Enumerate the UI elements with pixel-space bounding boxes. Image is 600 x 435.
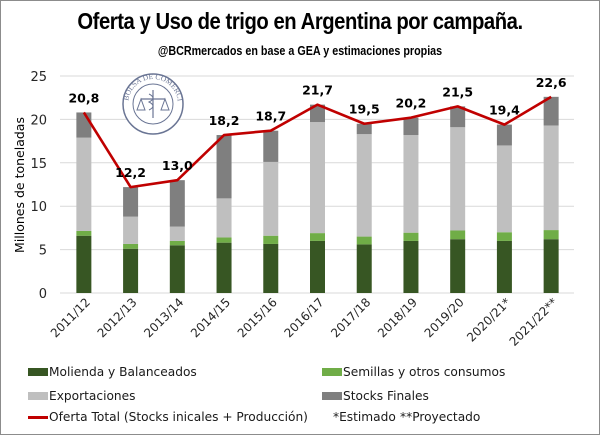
- bar-stocks-201718: [356, 123, 372, 135]
- bar-semillas-201920: [450, 230, 466, 240]
- data-label: 18,2: [209, 113, 240, 128]
- bar-exportaciones-201920: [450, 127, 466, 231]
- x-tick-label: 2018/19: [375, 295, 420, 340]
- data-label: 21,5: [442, 84, 473, 99]
- bar-molienda-201415: [216, 242, 232, 293]
- bar-exportaciones-201314: [169, 226, 185, 241]
- bar-molienda-202122: [543, 239, 559, 293]
- legend-item-molienda: Molienda y Balanceados: [28, 365, 197, 379]
- bar-molienda-201516: [263, 243, 279, 293]
- legend-item-exportaciones: Exportaciones: [28, 389, 135, 403]
- legend-label-semillas: Semillas y otros consumos: [343, 365, 506, 379]
- bar-stocks-201314: [169, 180, 185, 227]
- legend-swatch-molienda: [28, 368, 48, 376]
- y-tick-label: 5: [39, 244, 47, 259]
- bar-stocks-201920: [450, 106, 466, 128]
- x-tick-label: 2012/13: [95, 295, 140, 340]
- x-tick-label: 2016/17: [281, 295, 326, 340]
- y-tick-label: 10: [30, 200, 47, 215]
- bar-semillas-201112: [76, 230, 92, 236]
- bar-exportaciones-202021: [496, 145, 512, 233]
- x-tick-label: 2014/15: [188, 295, 233, 340]
- bar-stocks-201819: [403, 117, 419, 136]
- legend-item-oferta: Oferta Total (Stocks inicales + Producci…: [28, 410, 308, 424]
- bar-semillas-201213: [123, 243, 139, 249]
- bar-molienda-201617: [310, 240, 325, 293]
- legend-swatch-semillas: [322, 368, 342, 376]
- legend-line-oferta: [28, 415, 48, 419]
- bar-stocks-201415: [216, 135, 232, 199]
- bar-exportaciones-201516: [263, 161, 279, 236]
- bar-molienda-201314: [169, 245, 185, 293]
- bar-semillas-201516: [263, 235, 279, 244]
- legend-swatch-exportaciones: [28, 392, 48, 400]
- legend-label-exportaciones: Exportaciones: [49, 389, 136, 403]
- legend-swatch-stocks: [322, 392, 342, 400]
- bar-molienda-201213: [123, 248, 139, 293]
- line-series: 20,8 12,2 13,0 18,2 18,7 21,7 19,5 20,2 21,5 19,4…: [68, 75, 567, 189]
- y-axis-label: Millones de toneladas: [12, 117, 27, 253]
- legend-label-stocks: Stocks Finales: [343, 389, 429, 403]
- note-proyectado: **Proyectado: [400, 410, 481, 424]
- bcr-logo: BOLSA DE COMERCIO DE ROSARIO: [121, 72, 185, 135]
- bar-exportaciones-202122: [543, 125, 559, 231]
- bar-semillas-201617: [310, 233, 325, 241]
- legend-item-stocks: Stocks Finales: [322, 389, 429, 403]
- x-tick-label: 2011/12: [48, 295, 93, 340]
- data-label: 19,4: [489, 103, 520, 118]
- bar-molienda-201920: [450, 239, 466, 293]
- chart-subtitle: @BCRmercados en base a GEA y estimacione…: [157, 44, 443, 58]
- data-label: 22,6: [536, 75, 567, 90]
- data-label: 21,7: [302, 83, 333, 98]
- bar-exportaciones-201718: [356, 134, 372, 237]
- bar-stocks-202021: [496, 124, 512, 146]
- legend-label-oferta: Oferta Total (Stocks inicales + Producci…: [49, 410, 308, 424]
- x-tick-label: 2019/20: [422, 295, 467, 340]
- bar-semillas-201314: [169, 240, 185, 246]
- bar-semillas-202021: [496, 232, 512, 241]
- bar-semillas-201718: [356, 236, 372, 245]
- x-tick-label: 2013/14: [141, 295, 186, 340]
- data-label: 18,7: [255, 109, 286, 124]
- bar-semillas-202122: [543, 230, 559, 240]
- y-tick-label: 15: [30, 157, 47, 172]
- data-label: 20,8: [68, 90, 99, 105]
- legend-item-semillas: Semillas y otros consumos: [322, 365, 505, 379]
- bar-series: [76, 96, 559, 293]
- bar-stocks-201112: [76, 112, 92, 138]
- data-label: 13,0: [162, 158, 193, 173]
- x-tick-label: 2020/21*: [464, 295, 513, 344]
- bar-semillas-201819: [403, 232, 419, 241]
- bar-exportaciones-201819: [403, 135, 419, 233]
- bar-stocks-201213: [123, 187, 139, 217]
- x-tick-label: 2017/18: [328, 295, 373, 340]
- note-estimado: *Estimado: [333, 410, 396, 424]
- bar-stocks-201617: [310, 104, 325, 123]
- x-axis: 2011/12 2012/13 2013/14 2014/15 2015/16 2016/…: [48, 295, 560, 349]
- y-tick-label: 20: [30, 113, 47, 128]
- bar-semillas-201415: [216, 237, 232, 243]
- y-tick-label: 0: [39, 287, 47, 302]
- bar-molienda-201112: [76, 235, 92, 293]
- bar-molienda-202021: [496, 240, 512, 293]
- bar-exportaciones-201415: [216, 198, 232, 238]
- bar-molienda-201718: [356, 244, 372, 293]
- bar-molienda-201819: [403, 240, 419, 293]
- data-label: 20,2: [396, 96, 427, 111]
- y-axis: 0 5 10 15 20 25: [30, 70, 47, 302]
- data-label: 19,5: [349, 102, 380, 117]
- chart-title: Oferta y Uso de trigo en Argentina por c…: [77, 8, 523, 34]
- bar-exportaciones-201213: [123, 216, 139, 244]
- legend-label-molienda: Molienda y Balanceados: [49, 365, 197, 379]
- bar-exportaciones-201617: [310, 122, 325, 234]
- x-tick-label: 2015/16: [235, 295, 280, 340]
- y-tick-label: 25: [30, 70, 47, 85]
- x-tick-label: 2021/22**: [507, 295, 561, 349]
- bar-exportaciones-201112: [76, 137, 92, 231]
- data-label: 12,2: [115, 165, 146, 180]
- bar-stocks-202122: [543, 96, 559, 126]
- bar-stocks-201516: [263, 130, 279, 162]
